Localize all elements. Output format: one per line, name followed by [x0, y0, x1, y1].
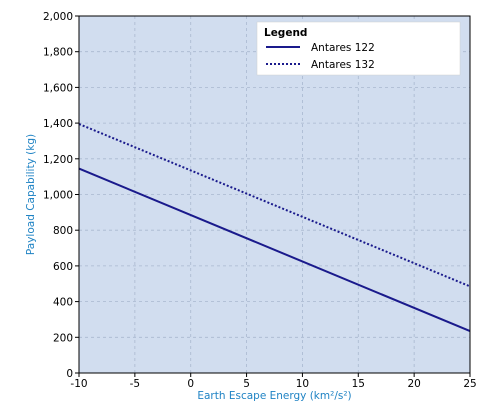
x-tick-label: 25	[463, 378, 476, 390]
x-tick-label: -10	[70, 378, 87, 390]
series-line-antares-132	[78, 123, 471, 288]
x-tick-label: 20	[407, 378, 420, 390]
y-tick-label: 200	[53, 332, 73, 344]
x-tick-labels: -10 -5 0 5 10 15 20 25	[70, 373, 477, 390]
y-tick-label: 1,200	[43, 154, 73, 166]
y-tick-label: 2,000	[43, 11, 73, 23]
x-tick-label: 10	[296, 378, 309, 390]
legend-title: Legend	[264, 27, 307, 39]
y-tick-labels: 0 200 400 600 800 1,000 1,200 1,400 1,600 1,800 2,…	[43, 11, 79, 380]
y-tick-label: 1,400	[43, 118, 73, 130]
y-tick-label: 1,600	[43, 82, 73, 94]
legend-label-antares-122: Antares 122	[311, 42, 375, 54]
x-tick-label: 15	[352, 378, 365, 390]
legend: Legend Antares 122 Antares 132	[256, 21, 461, 76]
series-layer	[78, 123, 471, 333]
y-tick-label: 0	[66, 368, 73, 380]
y-tick-label: 800	[53, 225, 73, 237]
x-tick-label: 5	[243, 378, 250, 390]
y-tick-label: 400	[53, 297, 73, 309]
y-axis-title: Payload Capability (kg)	[25, 134, 37, 255]
y-tick-label: 600	[53, 261, 73, 273]
legend-label-antares-132: Antares 132	[311, 59, 375, 71]
x-tick-label: 0	[187, 378, 194, 390]
y-tick-label: 1,000	[43, 190, 73, 202]
series-line-antares-122	[78, 167, 471, 333]
x-axis-title: Earth Escape Energy (km²/s²)	[197, 390, 351, 402]
x-tick-label: -5	[130, 378, 140, 390]
y-tick-label: 1,800	[43, 47, 73, 59]
legend-box	[256, 21, 461, 76]
